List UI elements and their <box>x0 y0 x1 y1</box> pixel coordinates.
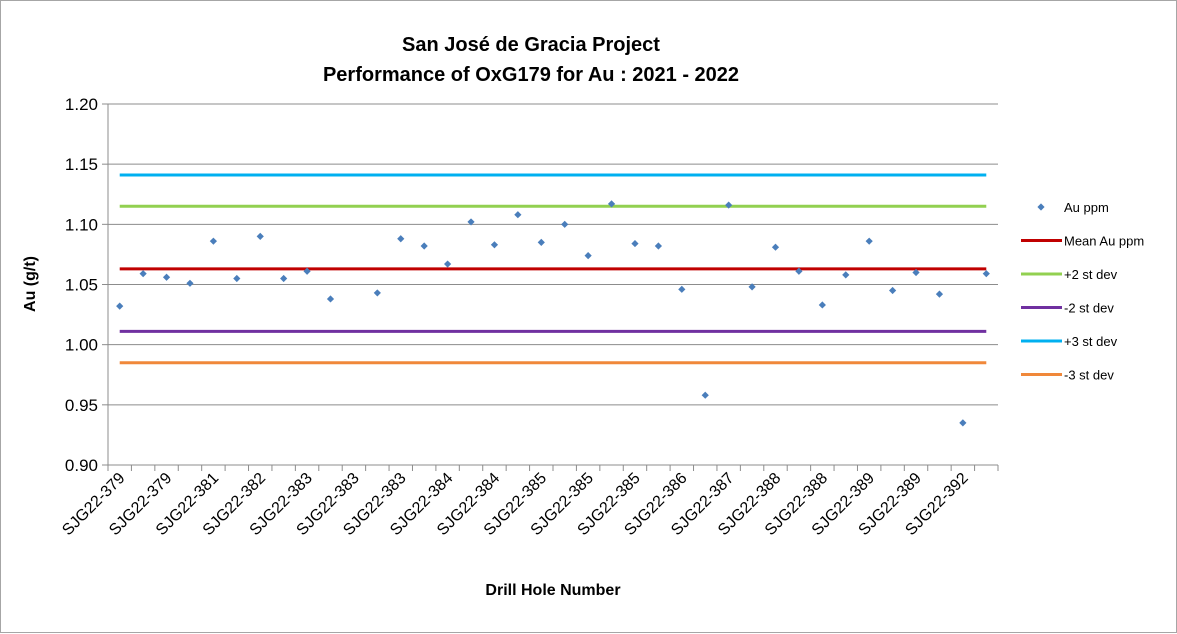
axes <box>102 103 999 471</box>
data-point <box>889 286 897 295</box>
data-point <box>842 271 850 279</box>
data-point <box>678 285 686 293</box>
data-point <box>233 274 241 283</box>
reference-lines <box>119 173 987 365</box>
data-point <box>959 419 967 427</box>
data-point <box>607 200 616 208</box>
data-point <box>256 232 264 240</box>
x-tick-labels: SJG22-379SJG22-379SJG22-381SJG22-382SJG2… <box>59 470 971 539</box>
y-axis-title: Au (g/t) <box>22 256 39 312</box>
data-point <box>420 242 428 250</box>
y-tick-label: 1.00 <box>65 336 98 355</box>
legend-label: +2 st dev <box>1064 267 1118 282</box>
data-point <box>514 211 522 219</box>
data-point <box>303 267 311 275</box>
data-point <box>584 252 592 260</box>
data-point <box>818 301 826 309</box>
y-tick-label: 1.15 <box>65 155 98 174</box>
data-points <box>116 200 990 427</box>
x-axis-title: Drill Hole Number <box>485 582 620 599</box>
data-point <box>725 201 733 209</box>
data-point <box>865 237 873 245</box>
data-point <box>795 267 803 275</box>
chart-title-line1: San José de Gracia Project <box>402 34 660 56</box>
y-tick-label: 1.10 <box>65 215 98 234</box>
legend-label: +3 st dev <box>1064 334 1118 349</box>
data-point <box>373 289 381 297</box>
data-point <box>748 283 756 291</box>
data-point <box>631 239 639 248</box>
data-point <box>139 270 147 278</box>
data-point <box>467 218 475 226</box>
y-tick-label: 1.20 <box>65 95 98 114</box>
data-point <box>280 274 288 283</box>
data-point <box>209 237 217 245</box>
legend-label: -2 st dev <box>1064 301 1114 316</box>
y-tick-labels: 0.90 0.95 1.00 1.05 1.10 1.15 1.20 <box>65 95 98 475</box>
data-point <box>701 391 709 399</box>
data-point <box>186 279 194 287</box>
data-point <box>771 243 780 251</box>
y-tick-label: 1.05 <box>65 276 98 295</box>
data-point <box>162 273 171 281</box>
legend-label: -3 st dev <box>1064 368 1114 383</box>
data-point <box>935 290 944 298</box>
data-point <box>326 295 335 303</box>
data-point <box>397 235 405 243</box>
data-point <box>537 238 545 246</box>
data-point <box>490 241 499 249</box>
legend: Au ppm Mean Au ppm +2 st dev -2 st dev +3 st… <box>1021 200 1144 383</box>
data-point <box>116 302 124 310</box>
y-tick-label: 0.90 <box>65 456 98 475</box>
data-point <box>982 270 990 278</box>
data-point <box>444 260 452 268</box>
data-point <box>654 242 662 250</box>
grid-lines <box>108 103 998 466</box>
legend-marker <box>1037 203 1045 211</box>
legend-label: Au ppm <box>1064 200 1109 215</box>
legend-label: Mean Au ppm <box>1064 234 1144 249</box>
y-tick-label: 0.95 <box>65 396 98 415</box>
chart-title-line2: Performance of OxG179 for Au : 2021 - 20… <box>323 64 739 86</box>
data-point <box>561 220 569 228</box>
data-point <box>912 268 920 277</box>
